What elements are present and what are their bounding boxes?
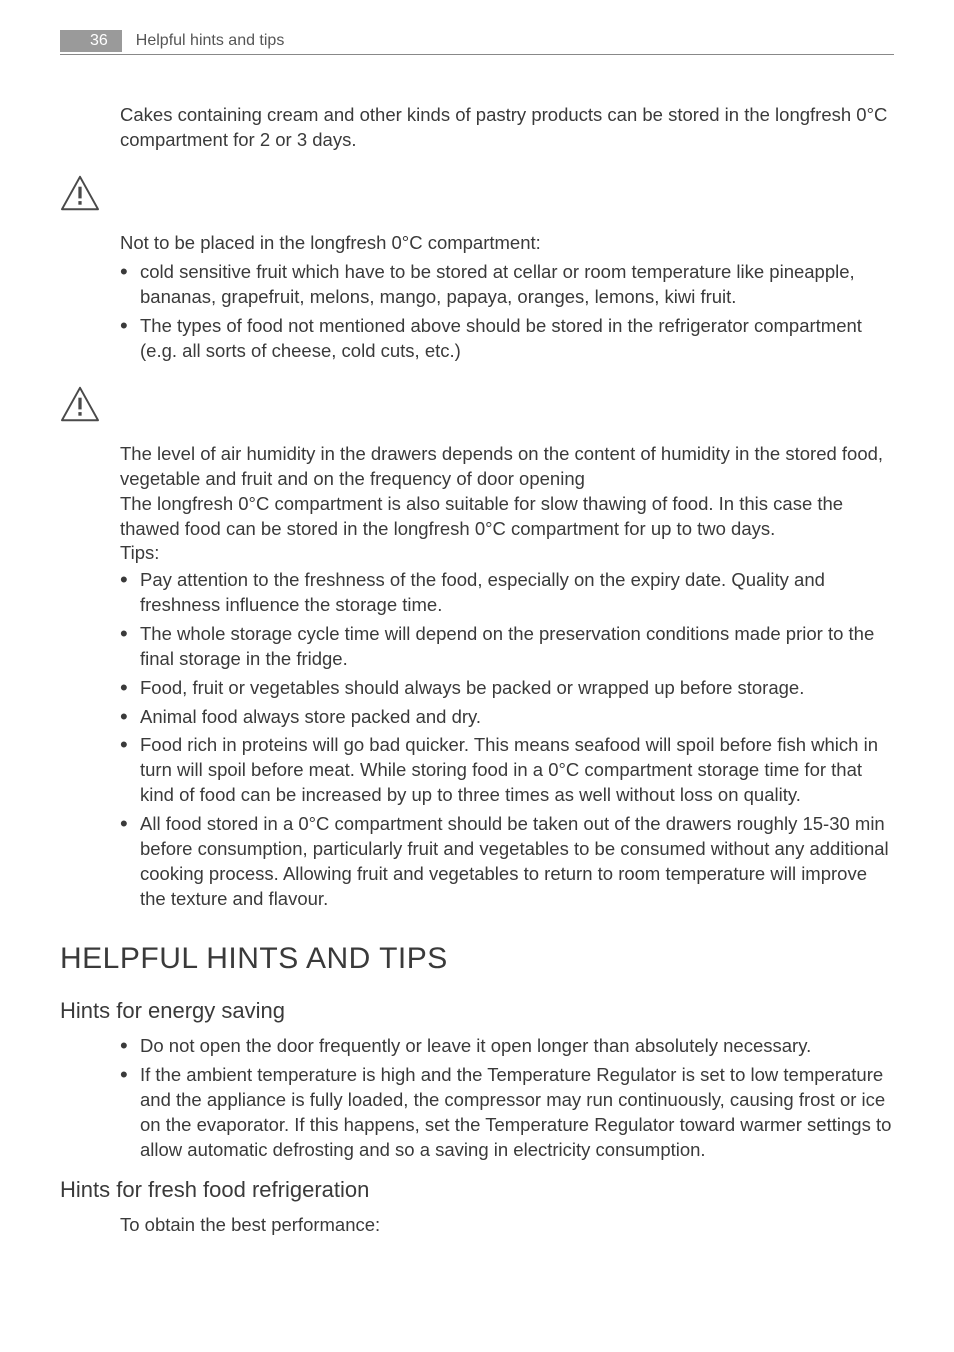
warning-2-list: Pay attention to the freshness of the fo… (120, 568, 894, 913)
list-item: The types of food not mentioned above sh… (120, 314, 894, 364)
list-item: Do not open the door frequently or leave… (120, 1034, 894, 1059)
fresh-lead: To obtain the best performance: (120, 1213, 894, 1238)
list-item: Pay attention to the freshness of the fo… (120, 568, 894, 618)
page-number: 36 (90, 32, 108, 49)
energy-subtitle: Hints for energy saving (60, 998, 894, 1024)
list-item: Animal food always store packed and dry. (120, 705, 894, 730)
warning-1-list: cold sensitive fruit which have to be st… (120, 260, 894, 364)
list-item: All food stored in a 0°C compartment sho… (120, 812, 894, 912)
warning-2-content: The level of air humidity in the drawers… (120, 442, 894, 912)
list-item: Food rich in proteins will go bad quicke… (120, 733, 894, 808)
page-number-box: 36 (60, 30, 122, 52)
fresh-content: To obtain the best performance: (120, 1213, 894, 1238)
energy-content: Do not open the door frequently or leave… (120, 1034, 894, 1163)
warning-2-para2: The longfresh 0°C compartment is also su… (120, 492, 894, 542)
warning-block-2-icon-row (60, 386, 894, 422)
running-header: 36 Helpful hints and tips (60, 30, 894, 55)
warning-triangle-icon (60, 386, 108, 422)
list-item: The whole storage cycle time will depend… (120, 622, 894, 672)
tips-label: Tips: (120, 542, 894, 564)
intro-block: Cakes containing cream and other kinds o… (120, 103, 894, 153)
spacer (120, 386, 894, 422)
list-item: If the ambient temperature is high and t… (120, 1063, 894, 1163)
energy-list: Do not open the door frequently or leave… (120, 1034, 894, 1163)
section-title: HELPFUL HINTS AND TIPS (60, 942, 894, 976)
fresh-subtitle: Hints for fresh food refrigeration (60, 1177, 894, 1203)
running-title: Helpful hints and tips (136, 32, 285, 50)
warning-1-content: Not to be placed in the longfresh 0°C co… (120, 231, 894, 364)
spacer (120, 175, 894, 211)
list-item: cold sensitive fruit which have to be st… (120, 260, 894, 310)
list-item: Food, fruit or vegetables should always … (120, 676, 894, 701)
warning-2-para1: The level of air humidity in the drawers… (120, 442, 894, 492)
warning-1-lead: Not to be placed in the longfresh 0°C co… (120, 231, 894, 256)
warning-triangle-icon (60, 175, 108, 211)
page-container: 36 Helpful hints and tips Cakes containi… (0, 0, 954, 1300)
intro-text: Cakes containing cream and other kinds o… (120, 103, 894, 153)
warning-block-1-icon-row (60, 175, 894, 211)
